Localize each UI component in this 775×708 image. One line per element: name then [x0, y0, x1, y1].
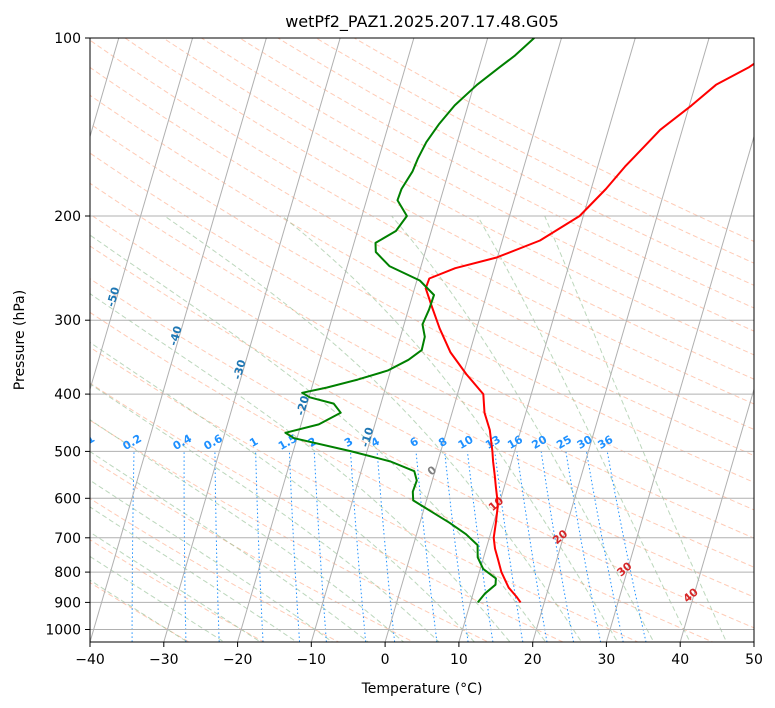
x-tick-label: −30: [149, 652, 179, 668]
moist-adiabat-line: [391, 215, 655, 642]
isotherm-line: [532, 38, 710, 642]
x-tick-label: 10: [450, 652, 468, 668]
y-axis-title: Pressure (hPa): [12, 290, 28, 390]
y-tick-label: 100: [54, 31, 81, 47]
dry-adiabat-line: [162, 38, 754, 356]
moist-adiabat-line: [90, 234, 547, 642]
x-tick-label: 50: [745, 652, 763, 668]
dry-adiabat-line: [90, 311, 714, 642]
moist-adiabat-line: [90, 341, 476, 642]
isotherm-line: [90, 38, 120, 139]
isotherm-label: -30: [231, 358, 249, 381]
moist-adiabat-line: [90, 419, 405, 642]
y-tick-label: 900: [54, 595, 81, 611]
background-lines: [90, 38, 754, 642]
x-tick-label: 40: [671, 652, 689, 668]
y-tick-label: 600: [54, 491, 81, 507]
x-tick-label: −40: [75, 652, 105, 668]
dewpoint-profile-line: [284, 38, 535, 604]
temperature-profile-line: [424, 62, 754, 603]
isotherm-line: [90, 38, 194, 392]
x-tick-label: −20: [223, 652, 253, 668]
dry-adiabat-line: [90, 245, 754, 598]
profile-lines: [284, 38, 754, 604]
dry-adiabat-line: [90, 382, 565, 642]
moist-adiabat-line: [90, 506, 298, 642]
isotherm-line: [605, 134, 754, 642]
moist-adiabat-line: [544, 215, 728, 642]
moist-adiabat-line: [90, 293, 511, 642]
x-tick-label: 20: [524, 652, 542, 668]
y-tick-label: 300: [54, 313, 81, 329]
moist-adiabat-line: [90, 383, 440, 642]
dry-adiabat-line: [90, 346, 639, 642]
dry-adiabat-line: [353, 38, 754, 242]
isotherm-label: -20: [294, 394, 312, 417]
dry-adiabat-line: [90, 278, 754, 629]
dry-adiabat-line: [90, 539, 265, 642]
moist-adiabat-line: [90, 479, 334, 642]
dry-adiabat-line: [124, 38, 754, 380]
mixing-ratio-label: 0.1: [74, 432, 97, 453]
x-axis-title: Temperature (°C): [361, 681, 483, 697]
isotherm-line: [679, 387, 754, 642]
moist-adiabat-line: [477, 215, 691, 642]
dry-adiabat-line: [90, 182, 754, 539]
isotherm-line: [458, 38, 636, 642]
y-tick-label: 800: [54, 565, 81, 581]
moist-adiabat-line: [90, 450, 369, 642]
isotherm-line: [90, 38, 267, 642]
dry-adiabat-line: [90, 66, 754, 430]
y-tick-label: 700: [54, 531, 81, 547]
x-tick-label: 0: [381, 652, 390, 668]
isotherm-line: [236, 38, 415, 642]
y-tick-label: 1000: [45, 623, 81, 639]
dry-adiabat-line: [90, 94, 754, 457]
dry-adiabat-line: [90, 497, 340, 642]
y-tick-label: 400: [54, 387, 81, 403]
axis-ticks: −40 −30 −20 −10 0 10 20 30 40 50 100 200 300 400 500 60…: [45, 31, 763, 668]
y-tick-label: 200: [54, 209, 81, 225]
dry-adiabat-line: [90, 419, 490, 642]
isotherm-label: -10: [358, 426, 376, 449]
plot-frame: [89, 37, 755, 643]
moist-adiabat-line: [281, 215, 619, 642]
moist-adiabat-line: [90, 531, 262, 642]
x-tick-label: 30: [597, 652, 615, 668]
chart-title: wetPf2_PAZ1.2025.207.17.48.G05: [285, 12, 559, 32]
isotherm-line: [163, 38, 341, 642]
x-tick-label: −10: [297, 652, 327, 668]
isotherm-line: [384, 38, 562, 642]
dry-adiabat-line: [90, 458, 415, 642]
isotherm-label: -50: [104, 285, 122, 308]
dry-adiabat-line: [90, 213, 754, 568]
isotherm-label: -40: [167, 324, 185, 347]
isotherm-line: [310, 38, 489, 642]
y-tick-label: 500: [54, 444, 81, 460]
